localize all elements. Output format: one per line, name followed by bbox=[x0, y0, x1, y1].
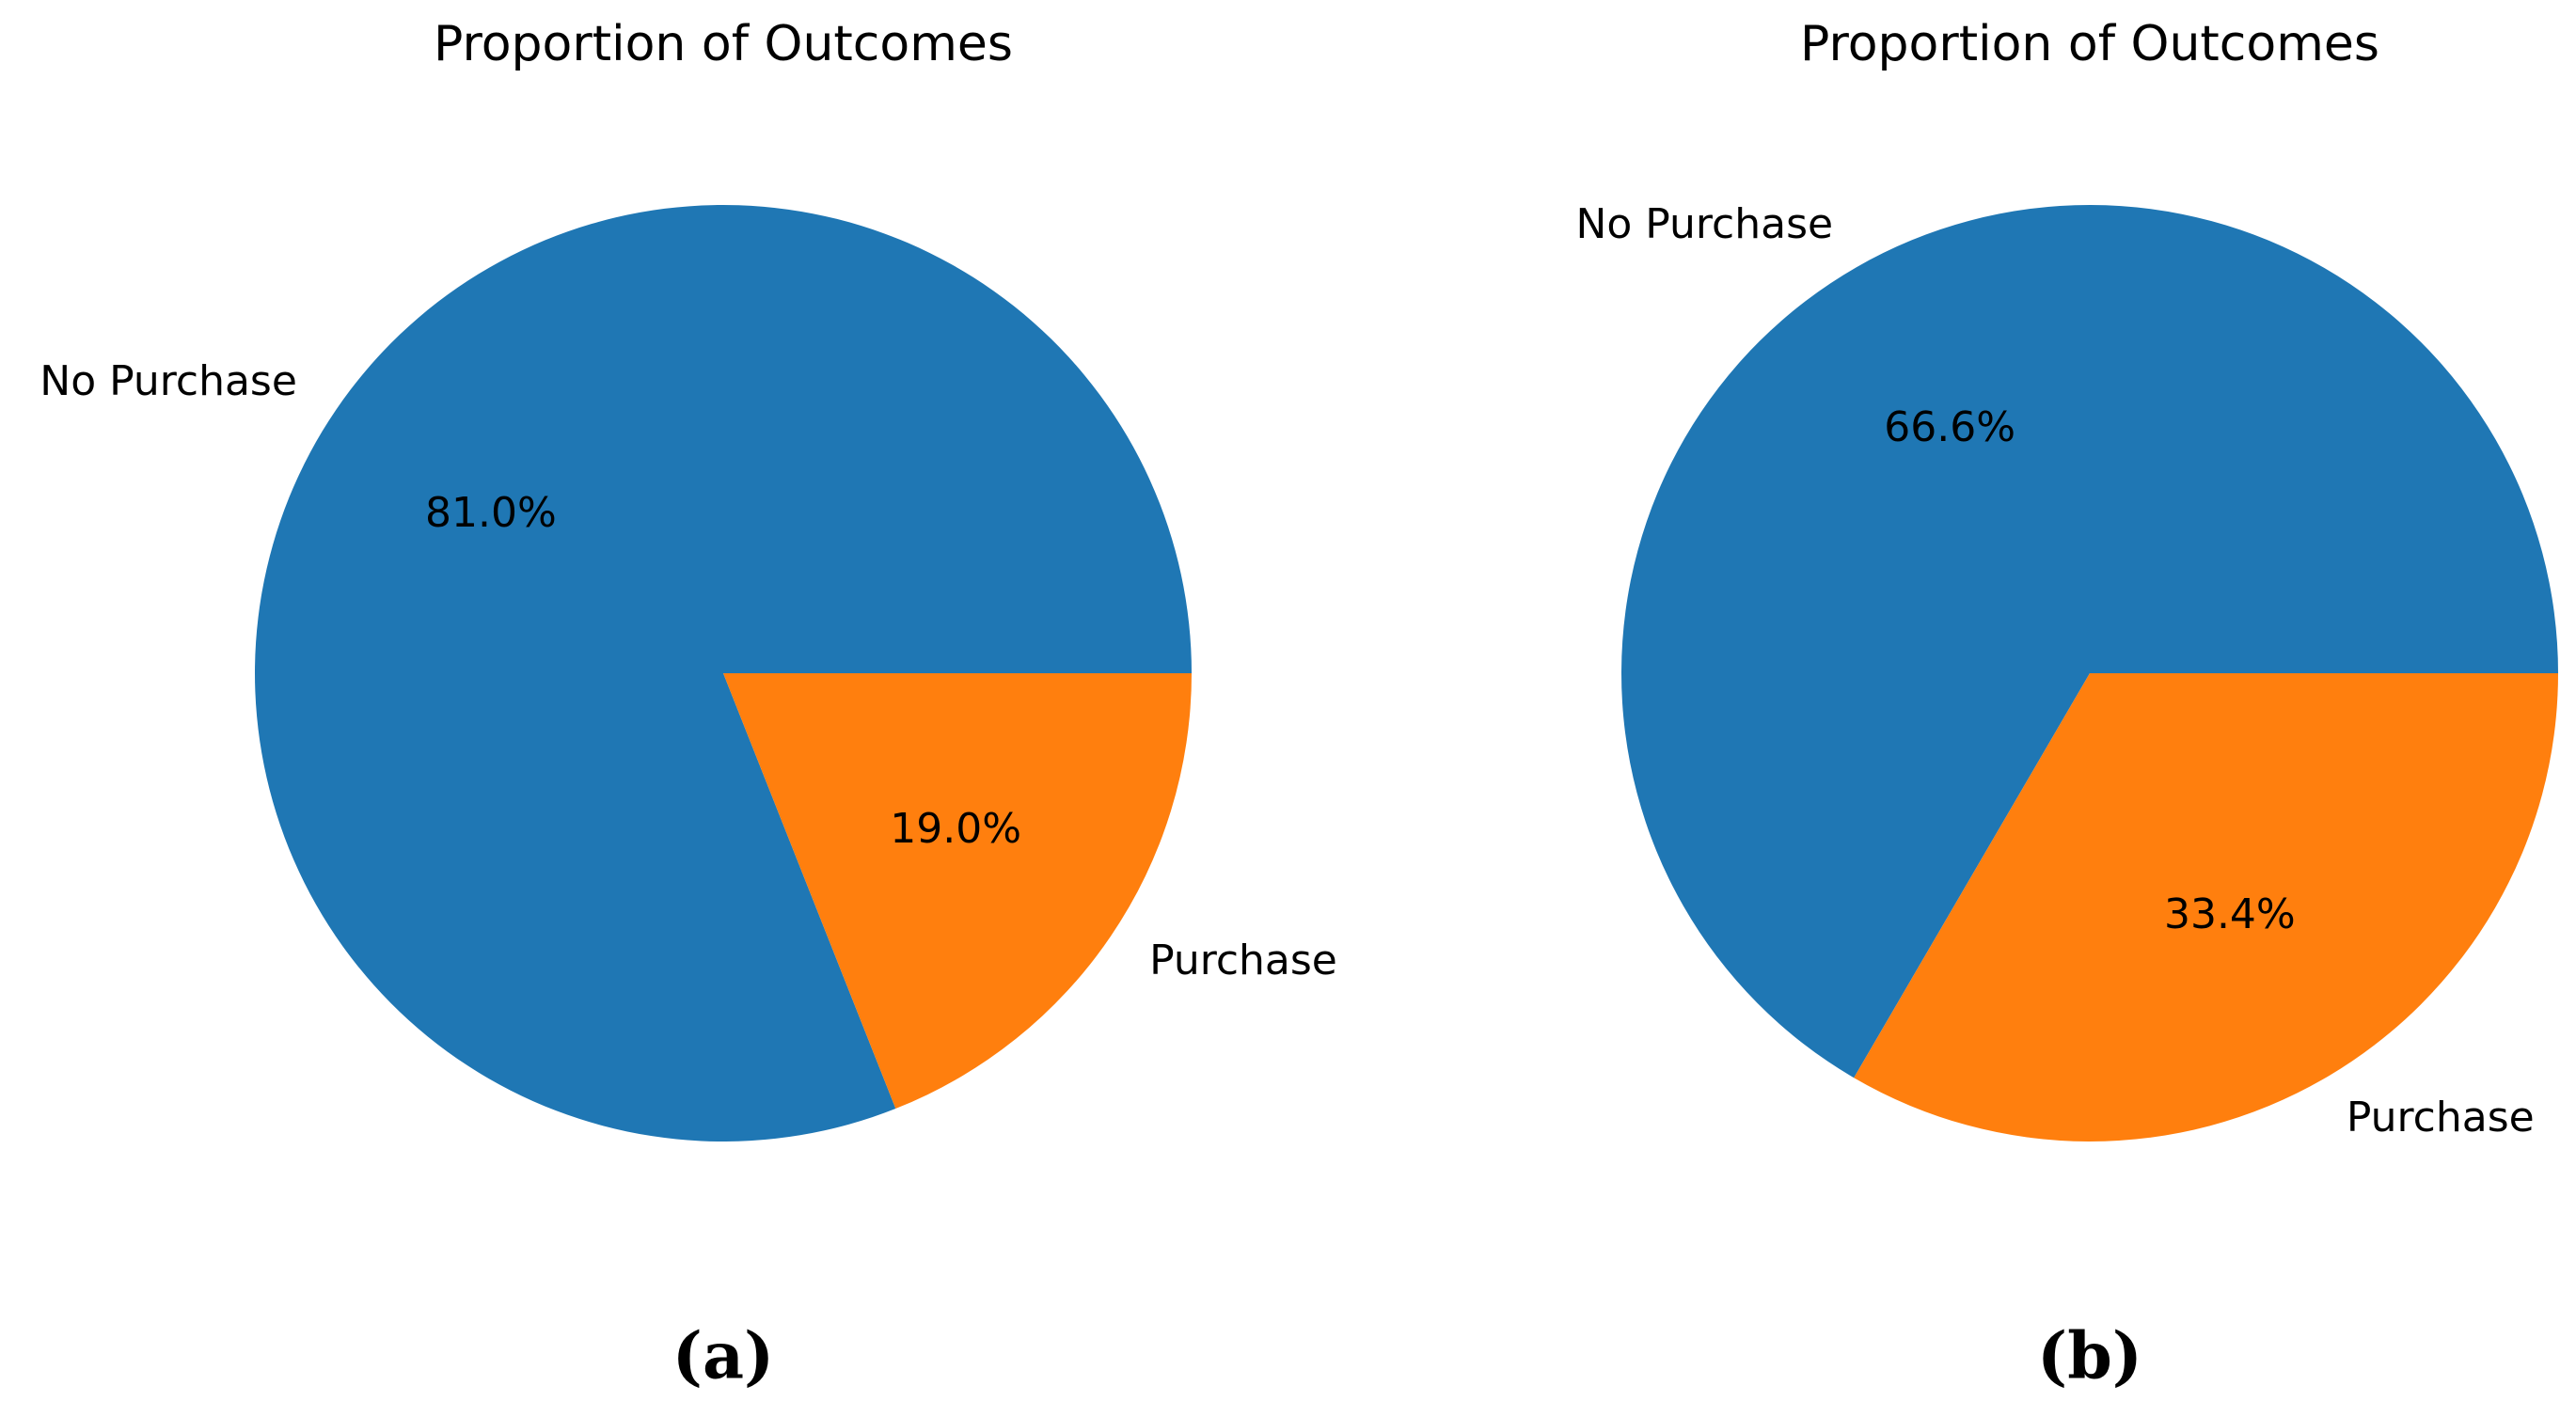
pie-wedge bbox=[254, 204, 1192, 1141]
caption: (b) bbox=[2037, 1319, 2142, 1394]
pie-chart: Proportion of Outcomes No Purchase 81.0% Pu… bbox=[40, 16, 1337, 1394]
wedge-label: No Purchase bbox=[40, 357, 297, 405]
pie-wedge bbox=[1854, 673, 2558, 1142]
value-label: 19.0% bbox=[890, 805, 1021, 853]
pie-chart: Proportion of Outcomes No Purchase 66.6% Pu… bbox=[1575, 16, 2558, 1394]
caption: (a) bbox=[672, 1319, 774, 1394]
wedge-label: No Purchase bbox=[1575, 200, 1833, 248]
pie-wedge bbox=[1620, 204, 2558, 1078]
chart-title: Proportion of Outcomes bbox=[1800, 16, 2379, 72]
wedge-label: Purchase bbox=[2347, 1094, 2535, 1141]
pie-wedge bbox=[723, 673, 1192, 1110]
value-label: 33.4% bbox=[2164, 890, 2296, 938]
value-label: 81.0% bbox=[425, 489, 557, 537]
chart-title: Proportion of Outcomes bbox=[434, 16, 1013, 72]
wedge-label: Purchase bbox=[1149, 937, 1337, 984]
value-label: 66.6% bbox=[1884, 403, 2015, 451]
